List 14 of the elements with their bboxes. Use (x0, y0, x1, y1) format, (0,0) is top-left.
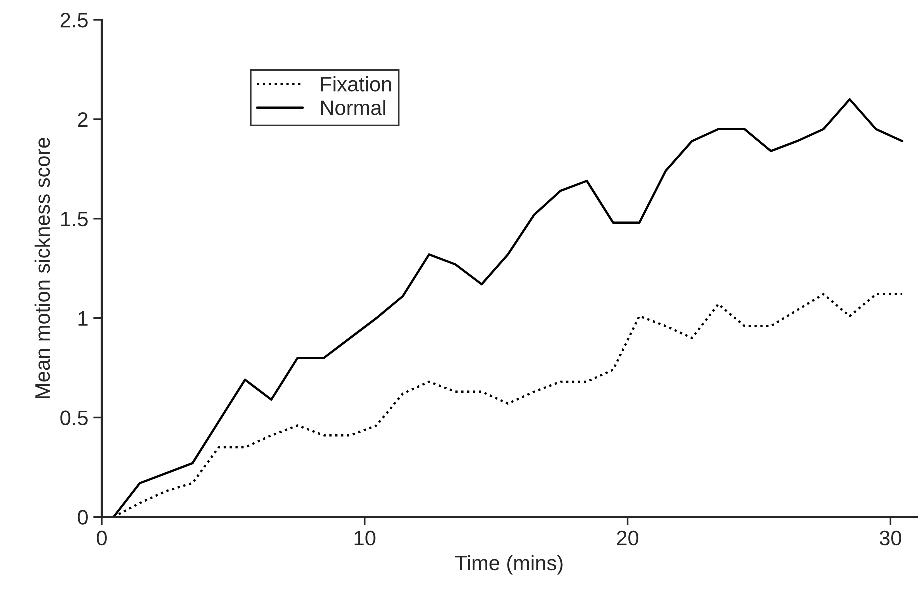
x-tick-label: 30 (880, 530, 902, 546)
legend-label: Fixation (321, 76, 392, 92)
y-tick-label: 1.5 (61, 212, 88, 227)
x-tick-label: 10 (354, 530, 376, 546)
x-axis-title: Time (mins) (455, 555, 563, 575)
y-tick-label: 0 (78, 510, 88, 525)
legend-label: Normal (321, 100, 386, 116)
y-tick-label: 2.5 (60, 13, 88, 28)
x-tick-label: 0 (97, 530, 107, 546)
y-tick-label: 2 (78, 112, 88, 128)
y-tick-label: 0.5 (60, 410, 88, 426)
x-tick-label: 20 (617, 530, 639, 546)
y-tick-label: 1 (78, 312, 88, 326)
y-axis-title: Mean motion sickness score (34, 138, 50, 398)
